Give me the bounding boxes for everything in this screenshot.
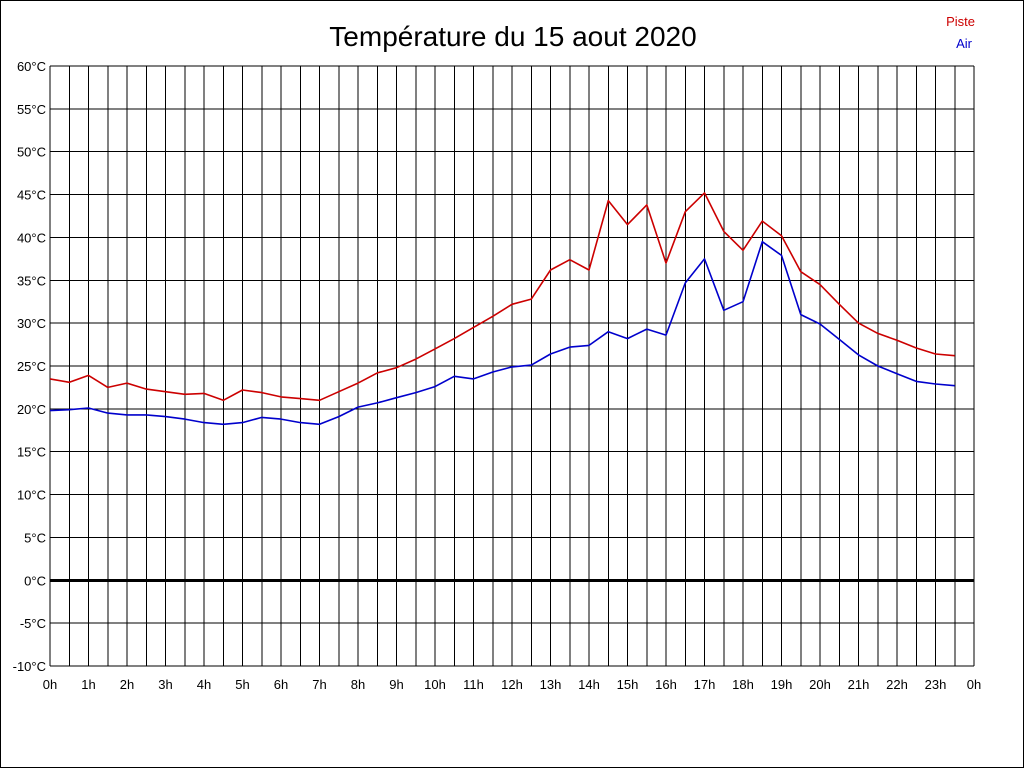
legend: Piste Air [946,14,975,51]
y-tick-label: 0°C [24,573,46,588]
y-tick-label: 10°C [17,488,46,503]
x-tick-label: 10h [424,677,446,692]
y-tick-label: 55°C [17,102,46,117]
y-tick-label: 30°C [17,316,46,331]
x-tick-label: 11h [463,677,484,692]
x-tick-label: 0h [967,677,981,692]
x-tick-label: 4h [197,677,211,692]
x-tick-label: 20h [809,677,831,692]
y-tick-label: -10°C [13,659,46,674]
x-tick-label: 18h [732,677,754,692]
y-tick-label: 5°C [24,530,46,545]
y-tick-label: 40°C [17,230,46,245]
x-tick-label: 14h [578,677,600,692]
x-tick-label: 15h [617,677,639,692]
x-tick-label: 1h [81,677,95,692]
x-tick-label: 12h [501,677,523,692]
y-axis-ticks: 60°C 55°C 50°C 45°C 40°C 35°C 30°C 25°C 20°C 15°C… [13,59,46,674]
x-tick-label: 7h [312,677,326,692]
y-tick-label: 20°C [17,402,46,417]
y-tick-label: 35°C [17,273,46,288]
y-tick-label: 15°C [17,445,46,460]
series-line-air [49,240,955,426]
x-tick-label: 19h [771,677,793,692]
series-lines [49,192,955,426]
x-axis-ticks: 0h 1h 2h 3h 4h 5h 6h 7h 8h 9h 10h 11h 12h 13h 14h 15h 16… [43,677,981,692]
x-tick-label: 17h [694,677,716,692]
x-tick-label: 2h [120,677,134,692]
legend-entry-air: Air [956,36,973,51]
grid [49,65,975,667]
legend-entry-piste: Piste [946,14,975,29]
x-tick-label: 9h [389,677,403,692]
x-tick-label: 23h [925,677,947,692]
chart-title: Température du 15 aout 2020 [329,21,696,52]
y-tick-label: 25°C [17,359,46,374]
x-tick-label: 13h [540,677,562,692]
x-tick-label: 6h [274,677,288,692]
y-tick-label: 50°C [17,145,46,160]
x-tick-label: 8h [351,677,365,692]
x-tick-label: 0h [43,677,57,692]
y-tick-label: 60°C [17,59,46,74]
x-tick-label: 3h [158,677,172,692]
series-line-piste [49,192,955,402]
y-tick-label: 45°C [17,188,46,203]
x-tick-label: 21h [848,677,870,692]
y-tick-label: -5°C [20,616,46,631]
x-tick-label: 16h [655,677,677,692]
x-tick-label: 22h [886,677,908,692]
x-tick-label: 5h [235,677,249,692]
